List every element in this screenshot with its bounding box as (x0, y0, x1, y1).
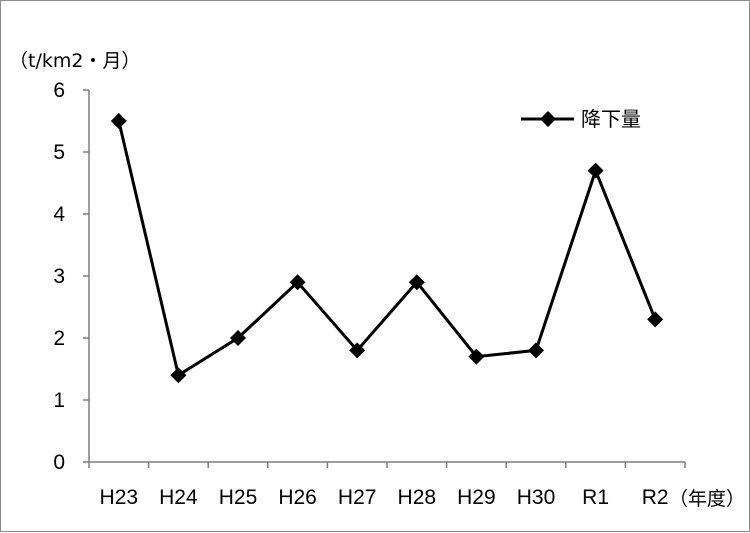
x-tick-label: R1 (582, 486, 609, 509)
y-axis-unit-label: （t/km2・月） (9, 50, 140, 72)
data-point-marker (528, 342, 544, 359)
series-group (110, 113, 664, 384)
x-tick-label: H25 (219, 486, 258, 509)
y-tick-label: 0 (53, 451, 65, 474)
data-point-marker (230, 330, 246, 346)
data-point-marker (289, 274, 306, 291)
x-tick-label: H29 (457, 486, 496, 509)
legend-marker (540, 111, 556, 127)
y-tick-label: 5 (53, 141, 65, 164)
y-tick-label: 6 (53, 79, 65, 102)
x-tick-label: H30 (517, 486, 556, 509)
x-axis-unit-label: （年度） (669, 488, 745, 510)
x-tick-label: H24 (159, 486, 198, 509)
data-point-marker (468, 348, 485, 365)
x-tick-label: R2 (642, 486, 669, 509)
axes: 0 1 2 3 4 5 6 H23 H24 H25 H26 H27 H28 H29 H30 R1 R2 (53, 79, 686, 509)
data-point-marker (349, 342, 366, 359)
series-line (117, 120, 657, 377)
data-point-marker (170, 367, 187, 384)
legend-label: 降下量 (581, 107, 641, 131)
data-point-marker (587, 162, 604, 179)
y-tick-label: 3 (53, 265, 65, 288)
x-tick-label: H28 (398, 486, 437, 509)
x-tick-label: H23 (100, 486, 139, 509)
y-tick-label: 1 (53, 389, 65, 412)
x-tick-label: H26 (278, 486, 317, 509)
data-point-marker (408, 274, 425, 291)
y-tick-label: 2 (53, 327, 65, 350)
data-point-marker (110, 113, 127, 129)
x-tick-label: H27 (338, 486, 377, 509)
data-point-marker (647, 311, 664, 328)
legend: 降下量 (521, 107, 641, 131)
y-tick-label: 4 (53, 203, 65, 226)
